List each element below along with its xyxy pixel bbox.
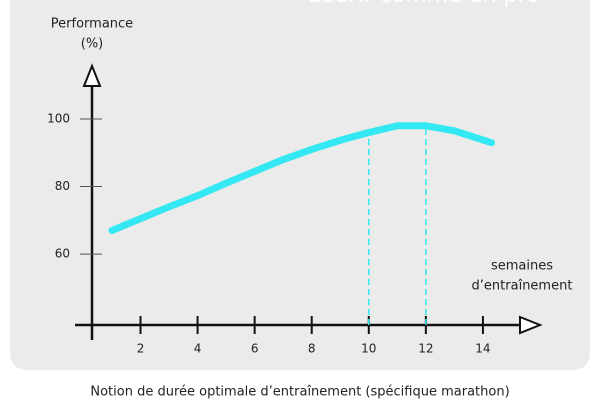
caption: Notion de durée optimale d’entraînement … — [90, 385, 509, 400]
chart-title: « Courir comme un pro » — [285, 0, 560, 8]
performance-curve — [108, 122, 495, 234]
panel — [10, 0, 590, 370]
y-tick-label: 60 — [55, 247, 70, 261]
x-axis-label: semaines — [491, 259, 553, 274]
x-axis-label: d’entraînement — [472, 279, 573, 294]
x-tick-label: 10 — [361, 342, 376, 356]
x-tick-label: 2 — [137, 342, 145, 356]
x-tick-label: 4 — [194, 342, 202, 356]
y-tick-label: 80 — [55, 179, 70, 193]
x-tick-label: 8 — [308, 342, 316, 356]
y-arrow — [82, 63, 102, 87]
x-tick-label: 14 — [475, 342, 490, 356]
x-arrow — [519, 315, 543, 335]
x-tick-label: 12 — [418, 342, 433, 356]
x-tick-label: 6 — [251, 342, 259, 356]
y-axis-label: (%) — [81, 37, 104, 52]
y-axis-label: Performance — [51, 17, 133, 32]
y-tick-label: 100 — [47, 112, 70, 126]
